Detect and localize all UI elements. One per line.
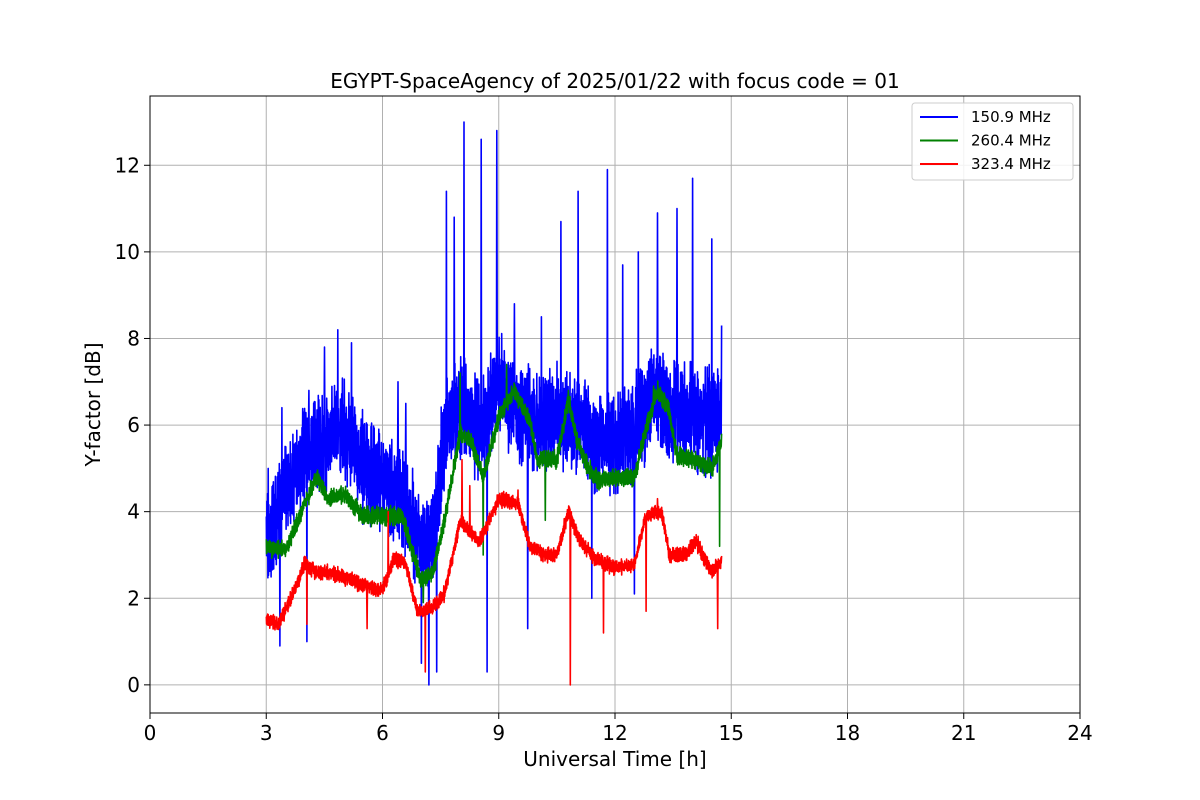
legend-box [911,102,1074,181]
legend-label: 323.4 MHz [971,155,1051,173]
x-tick-label: 6 [376,721,389,745]
x-tick-label: 15 [719,721,744,745]
legend: 150.9 MHz 260.4 MHz 323.4 MHz [911,102,1074,181]
y-tick-label: 4 [127,500,140,524]
chart-title: EGYPT-SpaceAgency of 2025/01/22 with foc… [330,69,899,93]
series-line-1 [265,121,723,686]
x-tick-label: 3 [260,721,273,745]
y-axis-label: Y-factor [dB] [81,342,105,467]
y-tick-label: 12 [115,153,140,177]
x-tick-label: 21 [951,721,976,745]
y-tick-label: 10 [115,240,140,264]
y-tick-label: 2 [127,586,140,610]
x-tick-label: 9 [492,721,505,745]
y-tick-label: 0 [127,673,140,697]
legend-label: 260.4 MHz [971,132,1051,150]
x-tick-label: 18 [835,721,860,745]
series-line-2 [265,363,723,604]
y-axis: 0 2 4 6 8 10 12 [115,153,150,697]
x-tick-label: 24 [1067,721,1092,745]
x-axis: 0 3 6 9 12 15 18 21 24 [144,713,1093,745]
series-line-3 [265,458,723,686]
y-tick-label: 8 [127,326,140,350]
x-axis-label: Universal Time [h] [523,747,706,771]
x-tick-label: 0 [144,721,157,745]
plot-area [265,121,723,686]
legend-label: 150.9 MHz [971,108,1051,126]
x-tick-label: 12 [602,721,627,745]
y-tick-label: 6 [127,413,140,437]
